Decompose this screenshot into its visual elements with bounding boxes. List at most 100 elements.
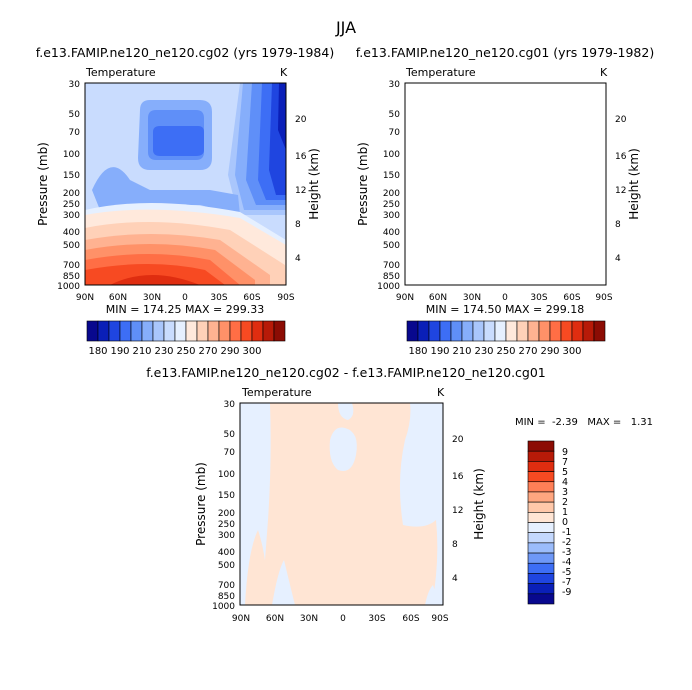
- colorbar-swatch: [439, 320, 452, 342]
- colorbar-swatch: [527, 491, 555, 503]
- colorbar-swatch: [516, 320, 529, 342]
- y-tick: 1000: [377, 282, 400, 292]
- figure-title: JJA: [335, 18, 356, 37]
- panel-b-y2label: Height (km): [627, 148, 641, 219]
- x-tick: 90N: [76, 293, 94, 303]
- y-tick: 100: [63, 150, 80, 160]
- x-tick: 60N: [429, 293, 447, 303]
- panel-c-colorbar-labels: 9 7 5 4 3 2 1 0 -1 -2 -3 -4 -5 -7 -9: [562, 447, 571, 598]
- colorbar-swatch: [483, 320, 496, 342]
- y-tick: 300: [218, 531, 235, 541]
- colorbar-swatch: [494, 320, 507, 342]
- panel-b-y-ticks: 30 50 70 100 150 200 250 300 400 500 700…: [377, 80, 400, 292]
- panel-c-y-ticks: 30 50 70 100 150 200 250 300 400 500 700…: [212, 400, 235, 612]
- colorbar-swatch: [262, 320, 275, 342]
- x-tick: 30S: [530, 293, 547, 303]
- y-tick: 50: [69, 110, 81, 120]
- colorbar-swatch: [538, 320, 551, 342]
- panel-c-ylabel: Pressure (mb): [194, 462, 208, 546]
- y-tick: 250: [63, 200, 80, 210]
- panel-a-stats: MIN = 174.25 MAX = 299.33: [106, 303, 264, 316]
- colorbar-swatch: [218, 320, 231, 342]
- colorbar-swatch: [527, 481, 555, 493]
- colorbar-swatch: [163, 320, 176, 342]
- panel-c-title: f.e13.FAMIP.ne120_ne120.cg02 - f.e13.FAM…: [146, 365, 546, 380]
- colorbar-swatch: [406, 320, 419, 342]
- colorbar-label: 290: [540, 346, 559, 357]
- y2-tick: 20: [615, 115, 627, 125]
- panel-b-ylabel: Pressure (mb): [356, 142, 370, 226]
- colorbar-label: 3: [562, 487, 568, 498]
- colorbar-swatch: [527, 501, 555, 513]
- panel-c-y2-ticks: 4 8 12 16 20: [452, 435, 464, 584]
- y-tick: 30: [69, 80, 81, 90]
- colorbar-label: 7: [562, 457, 568, 468]
- x-tick: 60S: [563, 293, 580, 303]
- panel-a-colorbar-labels: 180 190 210 230 250 270 290 300: [88, 346, 261, 357]
- x-tick: 90S: [595, 293, 612, 303]
- panel-b-x-ticks: 90N 60N 30N 0 30S 60S 90S: [396, 293, 613, 303]
- panel-a-field: [85, 83, 286, 285]
- y-tick: 150: [383, 171, 400, 181]
- colorbar-swatch: [417, 320, 430, 342]
- y-tick: 100: [218, 470, 235, 480]
- colorbar-swatch: [141, 320, 154, 342]
- x-tick: 30N: [300, 614, 318, 624]
- colorbar-swatch: [582, 320, 595, 342]
- colorbar-swatch: [527, 532, 555, 544]
- colorbar-swatch: [108, 320, 121, 342]
- colorbar-swatch: [152, 320, 165, 342]
- colorbar-label: 300: [562, 346, 581, 357]
- colorbar-label: 270: [198, 346, 217, 357]
- colorbar-swatch: [527, 512, 555, 523]
- colorbar-swatch: [571, 320, 584, 342]
- y-tick: 70: [389, 128, 401, 138]
- colorbar-swatch: [472, 320, 485, 342]
- colorbar-swatch: [527, 522, 555, 533]
- panel-b-title: f.e13.FAMIP.ne120_ne120.cg01 (yrs 1979-1…: [356, 45, 654, 60]
- colorbar-swatch: [130, 320, 143, 342]
- y-tick: 200: [383, 189, 400, 199]
- y-tick: 200: [63, 189, 80, 199]
- panel-c-colorbar: [527, 440, 555, 605]
- colorbar-swatch: [560, 320, 573, 342]
- panel-c-x-ticks: 90N 60N 30N 0 30S 60S 90S: [232, 614, 449, 624]
- colorbar-label: -9: [562, 587, 571, 598]
- x-tick: 60S: [243, 293, 260, 303]
- colorbar-swatch: [527, 573, 555, 584]
- y2-tick: 4: [295, 254, 301, 264]
- y-tick: 50: [389, 110, 401, 120]
- y-tick: 100: [383, 150, 400, 160]
- x-tick: 0: [502, 293, 508, 303]
- y-tick: 400: [218, 548, 235, 558]
- colorbar-label: 190: [110, 346, 129, 357]
- colorbar-swatch: [86, 320, 99, 342]
- panel-a-title: f.e13.FAMIP.ne120_ne120.cg02 (yrs 1979-1…: [36, 45, 334, 60]
- colorbar-label: 9: [562, 447, 568, 458]
- colorbar-label: 210: [132, 346, 151, 357]
- panel-a-colorbar: [86, 320, 286, 342]
- panel-b-units: K: [600, 66, 608, 79]
- colorbar-label: 250: [496, 346, 515, 357]
- colorbar-label: 290: [220, 346, 239, 357]
- panel-a: f.e13.FAMIP.ne120_ne120.cg02 (yrs 1979-1…: [36, 45, 334, 316]
- x-tick: 30S: [368, 614, 385, 624]
- y-tick: 300: [383, 211, 400, 221]
- y2-tick: 12: [295, 186, 306, 196]
- colorbar-swatch: [527, 562, 555, 574]
- y-tick: 400: [383, 228, 400, 238]
- y-tick: 400: [63, 228, 80, 238]
- colorbar-label: -5: [562, 567, 571, 578]
- colorbar-swatch: [240, 320, 253, 342]
- y-tick: 500: [218, 561, 235, 571]
- y-tick: 250: [383, 200, 400, 210]
- y2-tick: 16: [615, 152, 627, 162]
- colorbar-swatch: [527, 593, 555, 605]
- y2-tick: 16: [295, 152, 307, 162]
- panel-b-colorbar: [406, 320, 606, 342]
- panel-b-colorbar-labels: 180 190 210 230 250 270 290 300: [408, 346, 581, 357]
- colorbar-label: 180: [88, 346, 107, 357]
- y2-tick: 20: [452, 435, 464, 445]
- x-tick: 90N: [396, 293, 414, 303]
- y-tick: 250: [218, 520, 235, 530]
